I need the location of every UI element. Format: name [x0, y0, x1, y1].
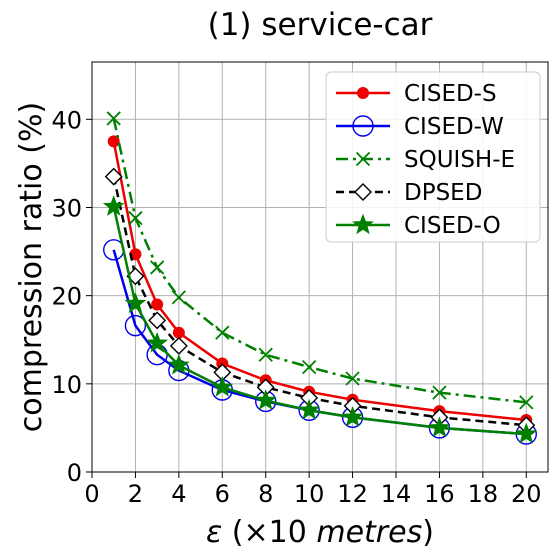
- x-axis-suffix: ): [422, 515, 434, 550]
- x-axis-label: ε (×10 metres): [206, 515, 434, 550]
- data-point-cised-o: [428, 416, 451, 438]
- chart-title: (1) service-car: [208, 7, 433, 43]
- legend-label-cised-o: CISED-O: [404, 213, 501, 239]
- y-tick-label: 10: [51, 371, 82, 399]
- data-point-cised-o: [146, 331, 169, 353]
- y-axis-label: compression ratio (%): [14, 102, 49, 432]
- legend-label-cised-s: CISED-S: [404, 81, 497, 107]
- x-axis-unit: metres: [316, 515, 422, 550]
- data-point-cised-w: [124, 314, 147, 337]
- legend-marker-cised-o: [352, 213, 374, 235]
- data-point-cised-o: [102, 195, 125, 216]
- x-tick-label: 4: [171, 480, 186, 508]
- legend-label-cised-w: CISED-W: [404, 114, 504, 140]
- legend-marker-cised-s: [357, 87, 369, 99]
- x-tick-label: 14: [381, 480, 412, 508]
- data-point-cised-o: [124, 292, 147, 313]
- data-point-cised-o: [211, 375, 234, 397]
- x-tick-label: 8: [258, 480, 273, 508]
- data-point-squish-e: [345, 371, 360, 386]
- x-axis-symbol: ε: [206, 515, 222, 550]
- y-tick-label: 40: [51, 106, 82, 134]
- data-point-squish-e: [215, 325, 230, 340]
- data-point-squish-e: [150, 260, 165, 275]
- legend-marker-cised-w: [352, 115, 374, 137]
- y-tick-label: 30: [51, 194, 82, 222]
- plot-frame: [91, 61, 549, 473]
- x-tick-label: 6: [215, 480, 230, 508]
- data-point-squish-e: [302, 359, 317, 375]
- x-tick-label: 10: [294, 480, 325, 508]
- data-point-cised-o: [341, 405, 364, 427]
- data-point-cised-o: [167, 353, 190, 375]
- data-point-dpsed: [148, 311, 167, 330]
- data-point-squish-e: [258, 347, 273, 362]
- series-cised-o: [102, 195, 538, 444]
- series-line-cised-s: [112, 141, 527, 422]
- x-tick-label: 20: [511, 480, 542, 508]
- data-point-cised-s: [172, 326, 185, 339]
- data-point-squish-e: [432, 385, 447, 400]
- series-line-squish-e: [112, 118, 527, 404]
- data-point-cised-s: [107, 135, 120, 148]
- legend-label-squish-e: SQUISH-E: [404, 147, 515, 173]
- data-point-cised-s: [151, 298, 164, 311]
- legend-marker-squish-e: [355, 151, 371, 167]
- data-point-squish-e: [519, 395, 534, 410]
- x-tick-label: 12: [337, 480, 368, 508]
- x-tick-label: 2: [128, 480, 143, 508]
- x-axis-prefix: (×10: [222, 515, 316, 550]
- data-point-squish-e: [128, 210, 143, 226]
- data-point-cised-o: [515, 422, 538, 444]
- data-point-squish-e: [106, 111, 121, 126]
- legend-marker-dpsed: [354, 183, 372, 201]
- legend-label-dpsed: DPSED: [404, 180, 482, 206]
- data-point-dpsed: [104, 167, 123, 186]
- x-tick-label: 16: [424, 480, 455, 508]
- ticks: 0 2 4 6 8 10 12 14 16 18 20 0 10 20 30 40: [51, 106, 541, 508]
- legend: CISED-S CISED-W SQUISH-E DPSED CISED-O: [325, 71, 541, 243]
- series-squish-e: [106, 111, 534, 410]
- x-tick-label: 18: [468, 480, 499, 508]
- y-tick-label: 0: [67, 459, 82, 487]
- y-tick-label: 20: [51, 283, 82, 311]
- data-point-cised-o: [254, 389, 277, 410]
- data-point-squish-e: [171, 290, 186, 305]
- data-point-cised-o: [298, 398, 321, 420]
- legend-box: [325, 71, 541, 243]
- x-tick-label: 0: [84, 480, 99, 508]
- series-layer: [102, 111, 538, 445]
- series-line-cised-o: [112, 206, 527, 436]
